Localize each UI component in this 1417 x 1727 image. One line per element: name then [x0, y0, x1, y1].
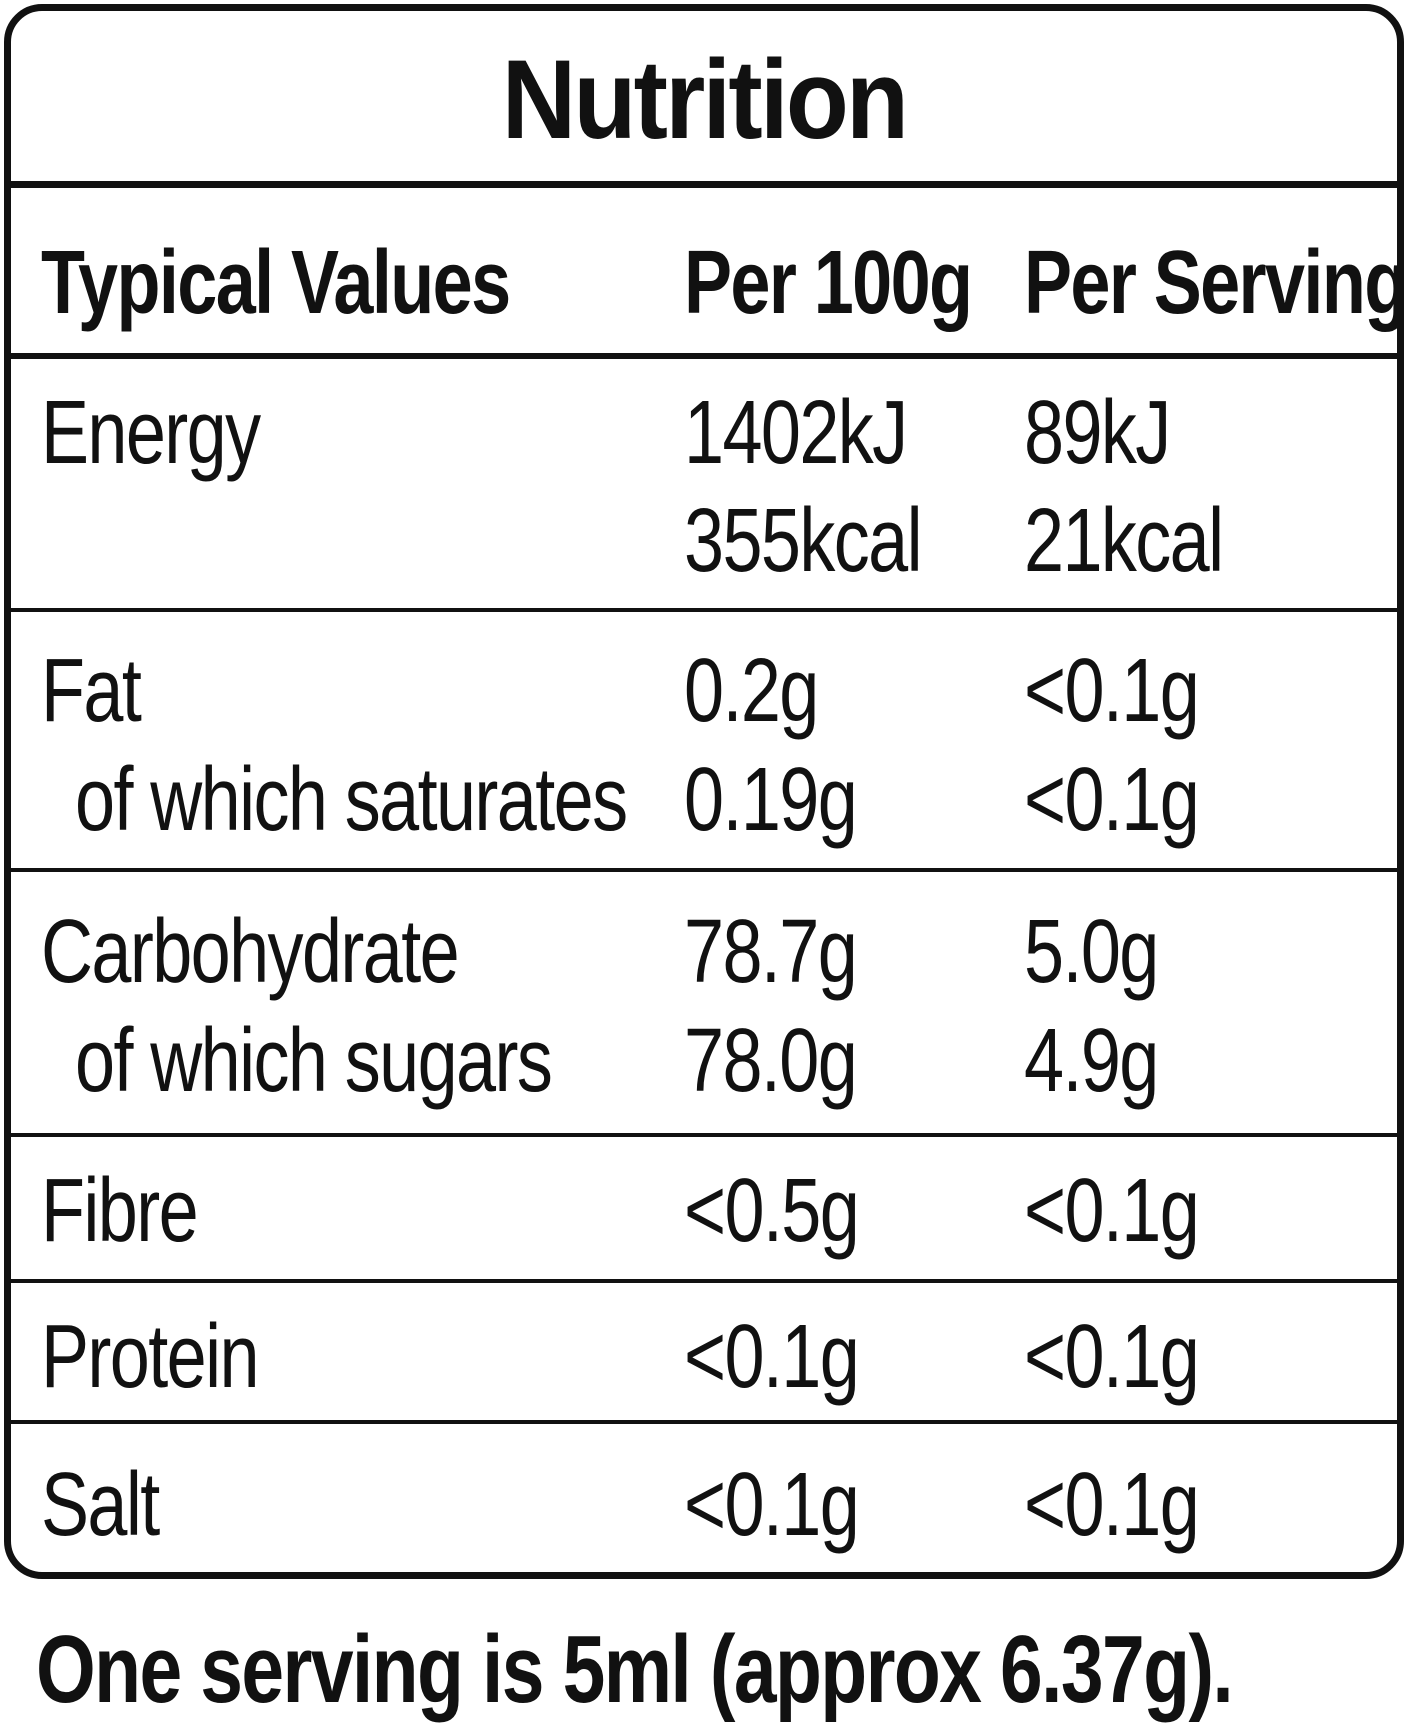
row-divider [11, 1279, 1397, 1283]
serving-size-note: One serving is 5ml (approx 6.37g). [36, 1616, 1234, 1723]
header-divider [11, 353, 1397, 359]
row-label-fibre: Fibre [41, 1161, 199, 1261]
header-per-serving: Per Serving [1024, 233, 1404, 333]
row-label-carbohydrate: Carbohydrate [41, 902, 460, 1002]
saturates-per-100g: 0.19g [684, 750, 858, 850]
panel-title: Nutrition [501, 37, 909, 162]
header-per-100g: Per 100g [684, 233, 973, 333]
row-label-energy: Energy [41, 383, 261, 483]
row-label-fat: Fat [41, 641, 142, 741]
header-typical-values: Typical Values [41, 233, 511, 333]
fibre-per-100g: <0.5g [684, 1161, 860, 1261]
energy-kcal-per-100g: 355kcal [684, 491, 923, 591]
row-label-saturates: of which saturates [75, 750, 628, 850]
title-divider [11, 181, 1397, 188]
salt-per-100g: <0.1g [684, 1455, 860, 1555]
protein-per-100g: <0.1g [684, 1307, 860, 1407]
fibre-per-serving: <0.1g [1024, 1161, 1200, 1261]
sugars-per-serving: 4.9g [1024, 1011, 1159, 1111]
row-divider [11, 1133, 1397, 1137]
energy-kcal-per-serving: 21kcal [1024, 491, 1224, 591]
sugars-per-100g: 78.0g [684, 1011, 858, 1111]
row-divider [11, 1420, 1397, 1424]
row-divider [11, 868, 1397, 872]
nutrition-panel: Nutrition Typical Values Per 100g Per Se… [4, 4, 1404, 1579]
salt-per-serving: <0.1g [1024, 1455, 1200, 1555]
carbohydrate-per-100g: 78.7g [684, 902, 858, 1002]
protein-per-serving: <0.1g [1024, 1307, 1200, 1407]
fat-per-serving: <0.1g [1024, 641, 1200, 741]
energy-kj-per-100g: 1402kJ [684, 383, 908, 483]
row-label-sugars: of which sugars [75, 1011, 553, 1111]
saturates-per-serving: <0.1g [1024, 750, 1200, 850]
row-label-protein: Protein [41, 1307, 260, 1407]
fat-per-100g: 0.2g [684, 641, 819, 741]
carbohydrate-per-serving: 5.0g [1024, 902, 1159, 1002]
energy-kj-per-serving: 89kJ [1024, 383, 1171, 483]
row-divider [11, 608, 1397, 612]
row-label-salt: Salt [41, 1455, 160, 1555]
